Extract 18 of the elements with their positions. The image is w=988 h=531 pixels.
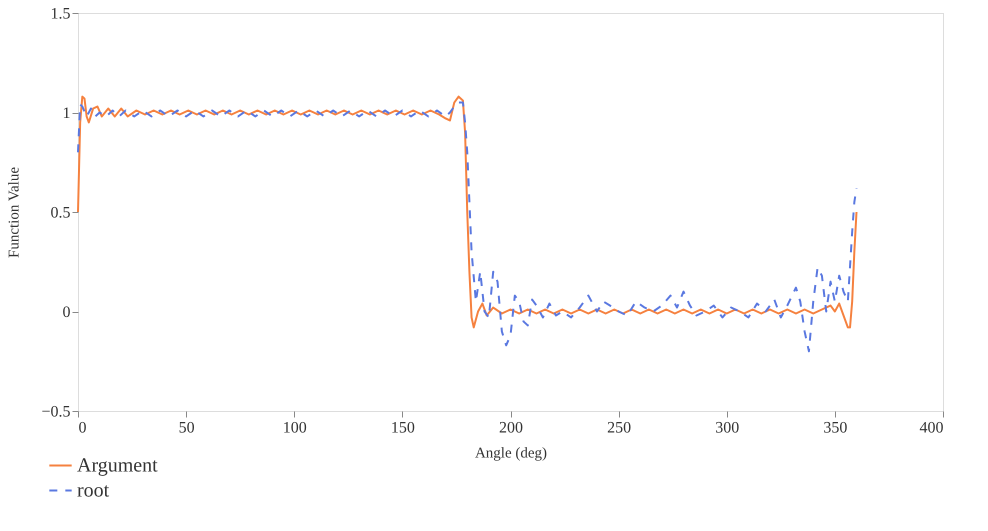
y-tick-label: 0.5 xyxy=(50,204,70,222)
y-tick-label: −0.5 xyxy=(41,404,70,420)
x-tick-label: 150 xyxy=(390,420,415,436)
x-tick-label: 350 xyxy=(823,420,848,436)
x-tick-label: 50 xyxy=(178,420,195,436)
x-tick-label: 300 xyxy=(715,420,740,436)
x-tick-label: 250 xyxy=(607,420,632,436)
legend-label: Argument xyxy=(77,454,158,476)
x-axis-title: Angle (deg) xyxy=(474,446,548,462)
x-tick-label: 400 xyxy=(920,420,944,436)
y-axis-title: Function Value xyxy=(6,166,22,258)
x-tick-label: 200 xyxy=(499,420,523,436)
legend-label: root xyxy=(77,480,110,502)
x-tick-label: 0 xyxy=(78,420,86,436)
y-tick-label: 0 xyxy=(62,304,70,321)
x-tick-label: 100 xyxy=(282,420,307,436)
y-tick-label: 1 xyxy=(62,105,70,122)
y-tick-label: 1.5 xyxy=(50,6,70,22)
